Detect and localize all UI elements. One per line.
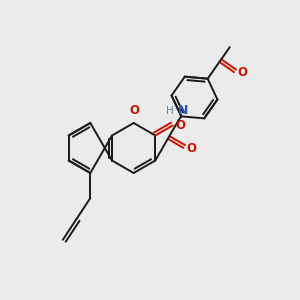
Text: O: O bbox=[176, 119, 186, 132]
Text: H: H bbox=[166, 106, 173, 116]
Text: O: O bbox=[237, 66, 247, 79]
Text: O: O bbox=[130, 104, 140, 117]
Text: N: N bbox=[177, 104, 188, 117]
Text: O: O bbox=[186, 142, 197, 155]
